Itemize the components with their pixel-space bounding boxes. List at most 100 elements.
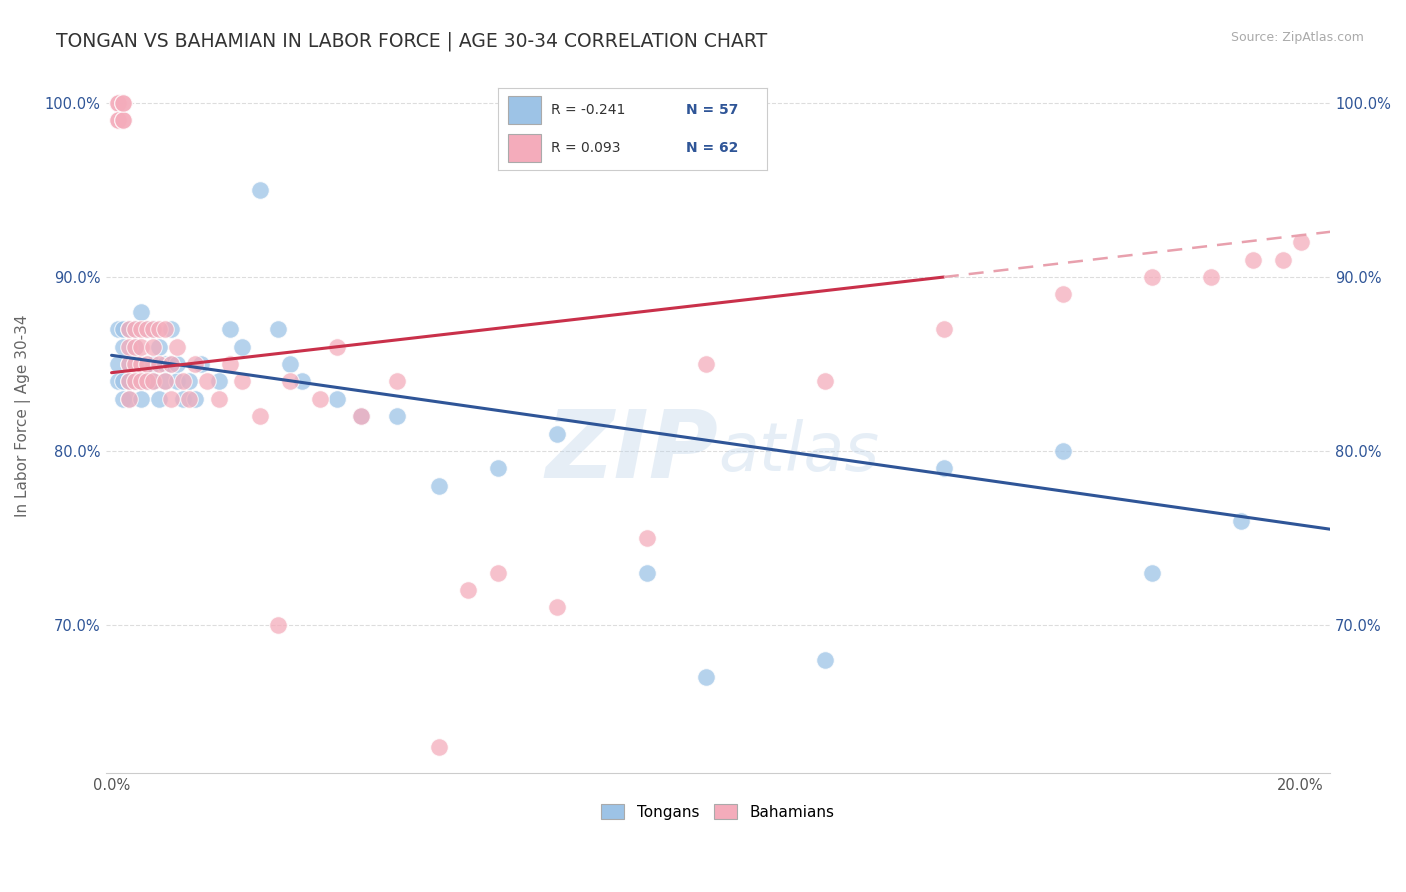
Point	[219, 322, 242, 336]
Point	[1052, 287, 1074, 301]
Point	[136, 375, 159, 389]
Point	[112, 113, 135, 128]
Text: TONGAN VS BAHAMIAN IN LABOR FORCE | AGE 30-34 CORRELATION CHART: TONGAN VS BAHAMIAN IN LABOR FORCE | AGE …	[56, 31, 768, 51]
Text: Source: ZipAtlas.com: Source: ZipAtlas.com	[1230, 31, 1364, 45]
Point	[153, 375, 176, 389]
Point	[1140, 566, 1163, 580]
Point	[118, 357, 141, 371]
Point	[112, 96, 135, 111]
Point	[184, 357, 207, 371]
Point	[107, 113, 129, 128]
Text: ZIP: ZIP	[546, 406, 718, 498]
Point	[124, 322, 146, 336]
Point	[148, 392, 170, 406]
Point	[267, 618, 290, 632]
Point	[1140, 270, 1163, 285]
Point	[129, 357, 152, 371]
Point	[124, 375, 146, 389]
Point	[278, 375, 301, 389]
Point	[129, 322, 152, 336]
Point	[267, 322, 290, 336]
Point	[129, 375, 152, 389]
Point	[124, 322, 146, 336]
Point	[136, 357, 159, 371]
Point	[195, 375, 218, 389]
Point	[427, 739, 450, 754]
Point	[350, 409, 373, 424]
Point	[160, 392, 183, 406]
Point	[1271, 252, 1294, 267]
Point	[118, 357, 141, 371]
Point	[1052, 444, 1074, 458]
Point	[148, 340, 170, 354]
Point	[190, 357, 212, 371]
Point	[129, 357, 152, 371]
Point	[486, 461, 509, 475]
Point	[136, 322, 159, 336]
Point	[118, 375, 141, 389]
Point	[142, 322, 165, 336]
Point	[219, 357, 242, 371]
Point	[326, 392, 349, 406]
Point	[166, 375, 188, 389]
Point	[932, 461, 955, 475]
Point	[112, 322, 135, 336]
Point	[124, 357, 146, 371]
Point	[142, 375, 165, 389]
Point	[107, 357, 129, 371]
Point	[124, 340, 146, 354]
Point	[1201, 270, 1223, 285]
Point	[118, 322, 141, 336]
Point	[142, 322, 165, 336]
Point	[457, 583, 479, 598]
Legend: Tongans, Bahamians: Tongans, Bahamians	[595, 797, 841, 826]
Point	[112, 96, 135, 111]
Point	[129, 392, 152, 406]
Point	[136, 357, 159, 371]
Point	[695, 357, 717, 371]
Point	[184, 392, 207, 406]
Point	[546, 426, 568, 441]
Point	[129, 305, 152, 319]
Point	[231, 375, 253, 389]
Point	[136, 322, 159, 336]
Point	[136, 375, 159, 389]
Point	[129, 375, 152, 389]
Point	[278, 357, 301, 371]
Point	[142, 357, 165, 371]
Point	[207, 392, 229, 406]
Point	[107, 375, 129, 389]
Point	[546, 600, 568, 615]
Point	[1230, 514, 1253, 528]
Point	[207, 375, 229, 389]
Point	[124, 340, 146, 354]
Point	[1289, 235, 1312, 250]
Point	[1241, 252, 1264, 267]
Point	[107, 96, 129, 111]
Point	[160, 357, 183, 371]
Point	[249, 183, 271, 197]
Point	[932, 322, 955, 336]
Point	[112, 113, 135, 128]
Point	[118, 392, 141, 406]
Point	[231, 340, 253, 354]
Point	[153, 322, 176, 336]
Point	[291, 375, 314, 389]
Point	[118, 322, 141, 336]
Point	[172, 392, 194, 406]
Point	[308, 392, 330, 406]
Point	[636, 566, 658, 580]
Point	[249, 409, 271, 424]
Point	[129, 340, 152, 354]
Point	[160, 322, 183, 336]
Y-axis label: In Labor Force | Age 30-34: In Labor Force | Age 30-34	[15, 315, 31, 517]
Point	[326, 340, 349, 354]
Point	[112, 392, 135, 406]
Point	[124, 357, 146, 371]
Point	[142, 375, 165, 389]
Point	[142, 340, 165, 354]
Text: atlas: atlas	[718, 419, 879, 485]
Point	[177, 392, 200, 406]
Point	[118, 375, 141, 389]
Point	[153, 357, 176, 371]
